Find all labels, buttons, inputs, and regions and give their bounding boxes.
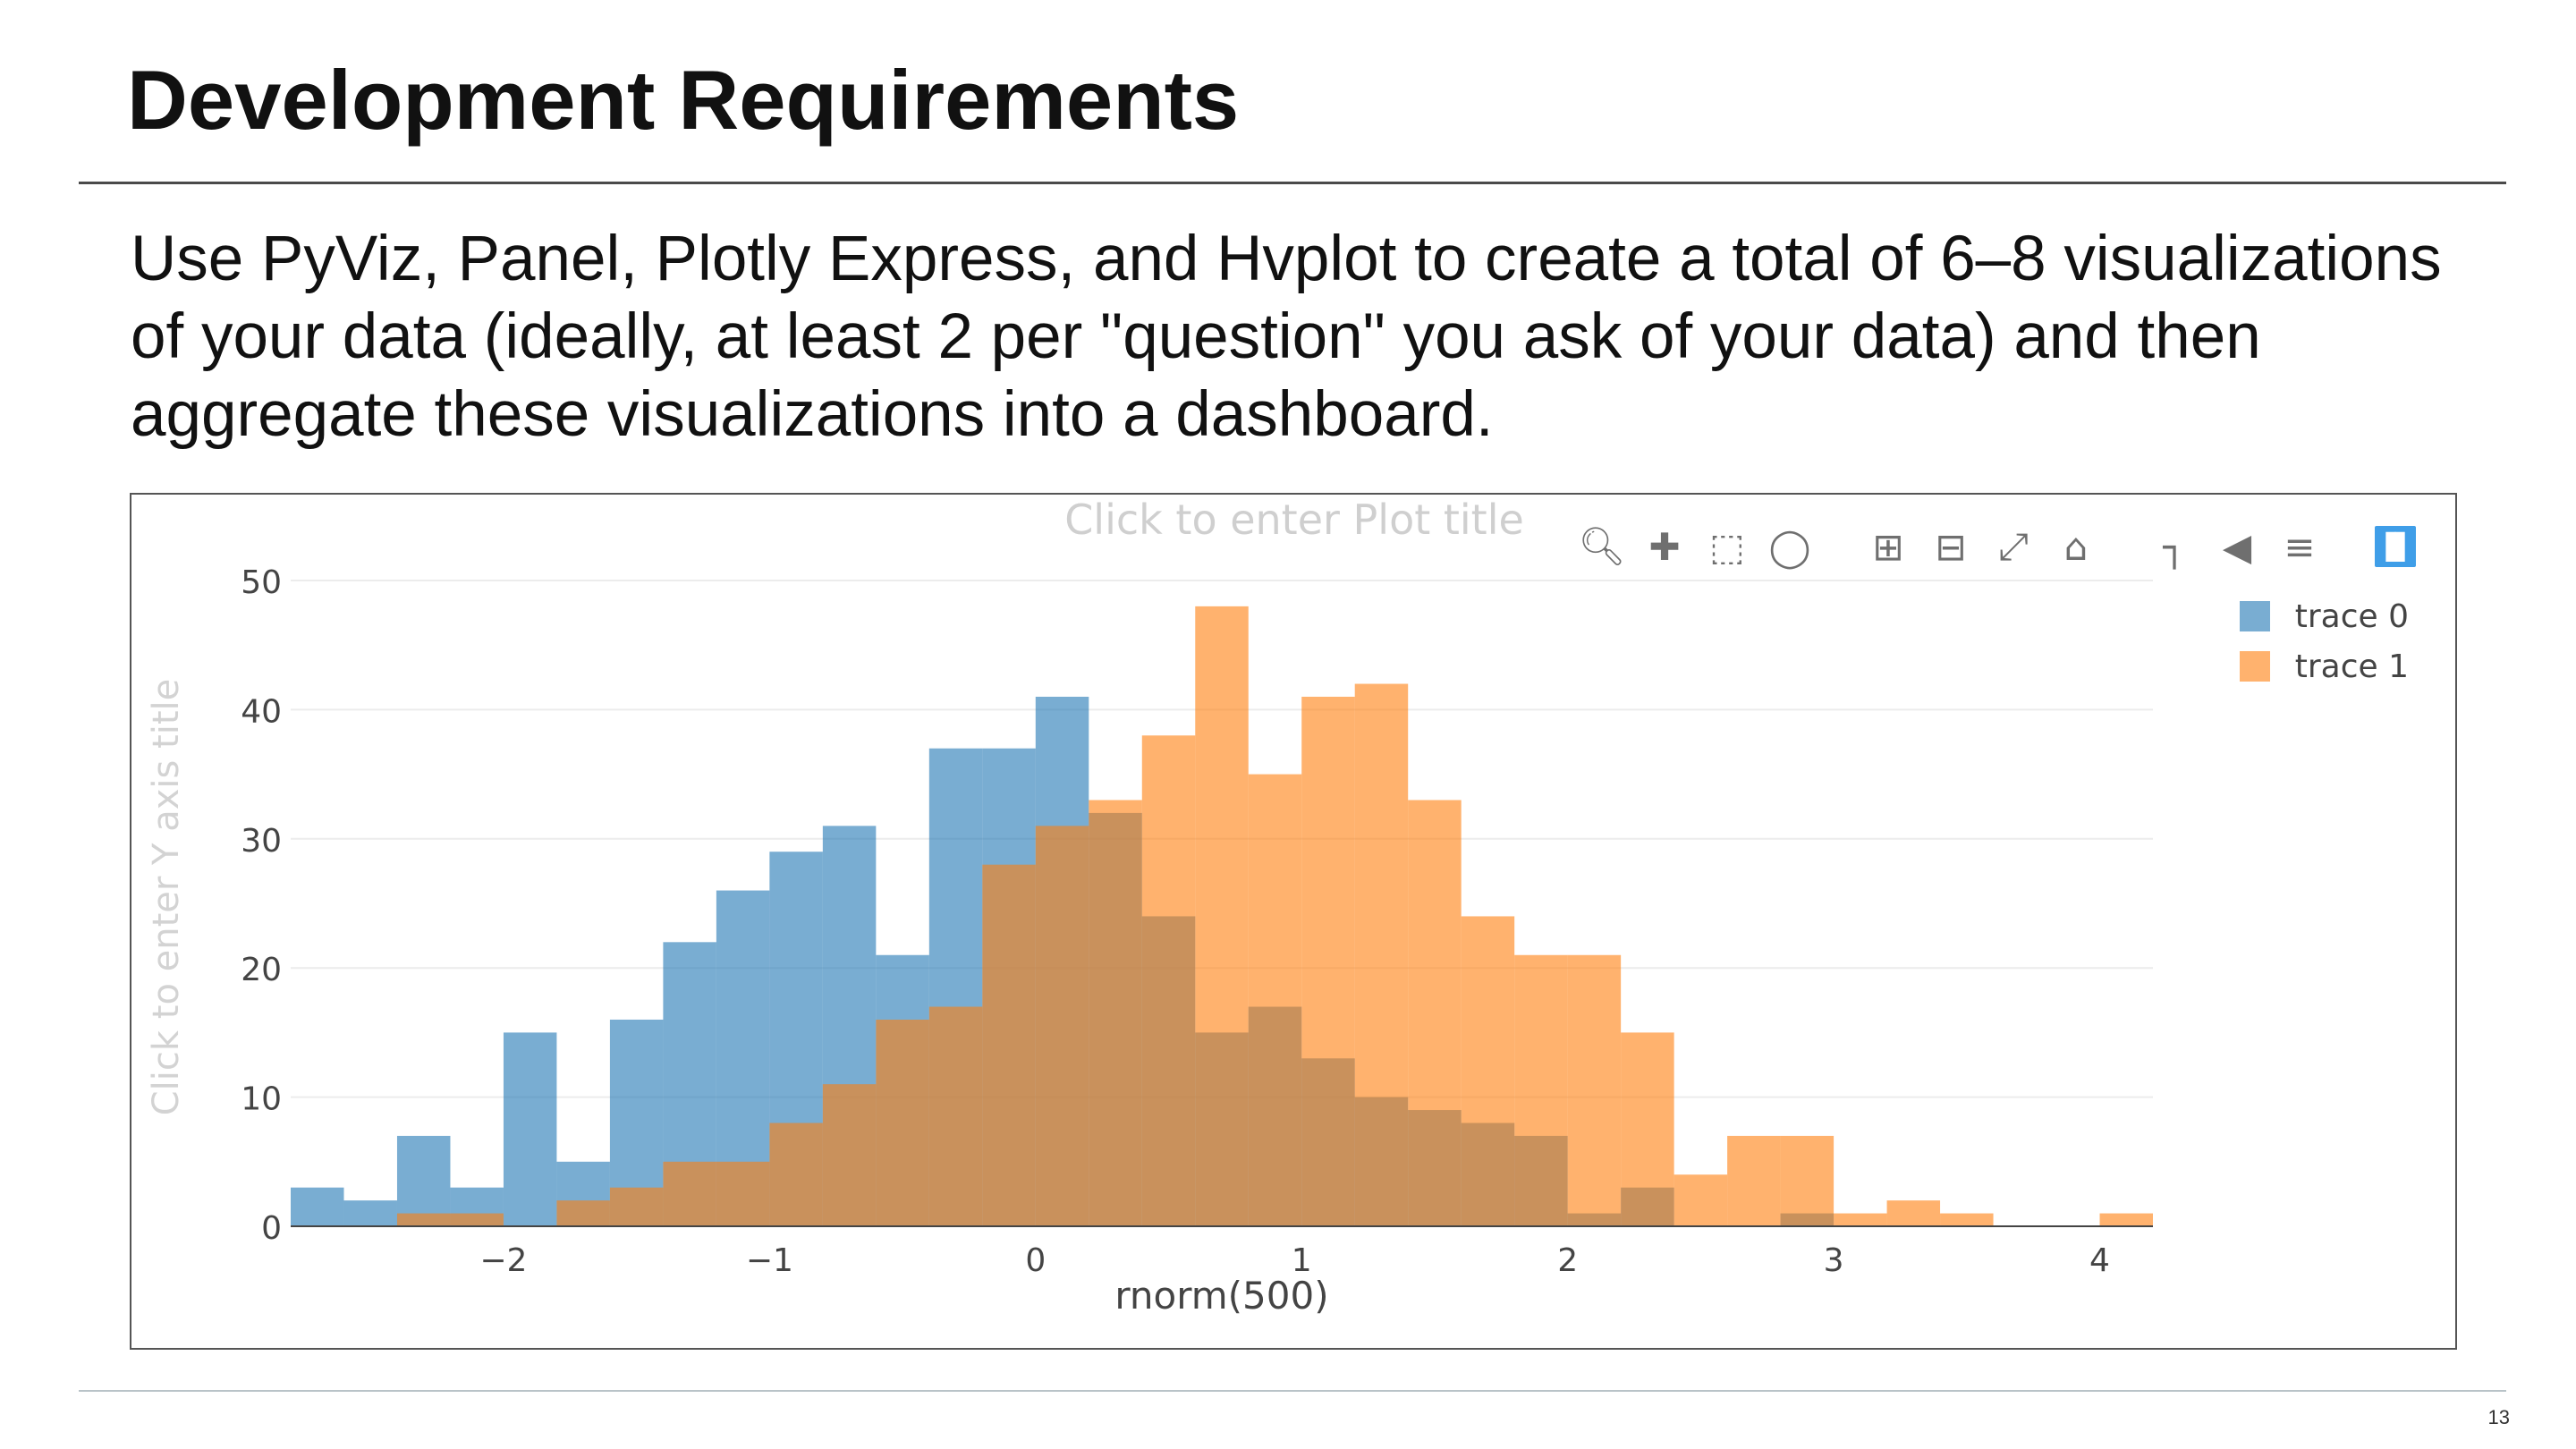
histogram-bar-trace-1[interactable] — [1195, 606, 1249, 1226]
histogram-bar-trace-0[interactable] — [396, 1135, 451, 1226]
histogram-bar-trace-1[interactable] — [1035, 826, 1089, 1226]
histogram-bar-trace-1[interactable] — [1567, 954, 1622, 1226]
histogram-bar-trace-1[interactable] — [769, 1123, 823, 1226]
histogram-bar-trace-1[interactable] — [1141, 735, 1196, 1226]
hover-compare-icon[interactable]: ≡ — [2284, 524, 2316, 569]
histogram-bar-trace-1[interactable] — [928, 1006, 983, 1226]
histogram-bar-trace-1[interactable] — [716, 1161, 770, 1226]
legend-swatch-trace-0 — [2239, 601, 2270, 631]
chart-legend: trace 0 trace 1 — [2239, 591, 2409, 691]
box-select-icon[interactable]: ⬚ — [1709, 524, 1745, 569]
histogram-bar-trace-1[interactable] — [1940, 1213, 1994, 1226]
chart-canvas: 0 10 20 30 40 50 −2 −1 0 1 2 3 4 Click to enter Plot… — [146, 496, 2153, 1318]
histogram-bar-trace-1[interactable] — [663, 1161, 716, 1226]
legend-item-trace-0[interactable]: trace 0 — [2239, 591, 2409, 641]
histogram-bar-trace-1[interactable] — [1089, 800, 1142, 1226]
histogram-bar-trace-1[interactable] — [1621, 1032, 1674, 1226]
hover-closest-icon[interactable]: ◀ — [2222, 524, 2252, 569]
plot-modebar: 🔍︎ ✚ ⬚ ◯ ⊞ ⊟ ⤢ ⌂ ┐ ◀ ≡ ▐▌ — [1578, 521, 2416, 572]
histogram-bar-trace-1[interactable] — [450, 1213, 504, 1226]
legend-label: trace 1 — [2294, 648, 2409, 685]
histogram-bar-trace-1[interactable] — [876, 1019, 929, 1226]
page-number: 13 — [2487, 1406, 2510, 1428]
histogram-bar-trace-1[interactable] — [1461, 916, 1515, 1226]
x-tick-label: 2 — [1557, 1242, 1578, 1279]
spike-lines-icon[interactable]: ┐ — [2163, 524, 2186, 569]
histogram-bar-trace-1[interactable] — [982, 864, 1036, 1226]
histogram-bar-trace-1[interactable] — [1514, 954, 1568, 1226]
x-tick-label: 0 — [1025, 1242, 1046, 1279]
x-tick-label: 4 — [2089, 1242, 2110, 1279]
histogram-bar-trace-0[interactable] — [343, 1200, 397, 1226]
histogram-bar-trace-1[interactable] — [1354, 683, 1409, 1226]
y-tick-label: 0 — [261, 1210, 282, 1247]
histogram-bar-trace-1[interactable] — [1301, 696, 1355, 1226]
x-axis-title[interactable]: rnorm(500) — [1114, 1274, 1328, 1318]
histogram-bar-trace-1[interactable] — [1674, 1174, 1728, 1226]
legend-label: trace 0 — [2294, 597, 2409, 635]
y-tick-label: 10 — [241, 1081, 282, 1118]
plotly-logo-icon[interactable]: ▐▌ — [2375, 526, 2416, 567]
y-tick-label: 40 — [241, 693, 282, 730]
histogram-bar-trace-0[interactable] — [291, 1187, 344, 1226]
plot-title[interactable]: Click to enter Plot title — [1064, 496, 1524, 544]
histogram-bar-trace-1[interactable] — [1408, 800, 1462, 1226]
legend-swatch-trace-1 — [2239, 651, 2270, 682]
histogram-bar-trace-1[interactable] — [609, 1187, 664, 1226]
x-tick-label: 3 — [1824, 1242, 1844, 1279]
histogram-bar-trace-1[interactable] — [1780, 1135, 1835, 1226]
zoom-in-icon[interactable]: ⊞ — [1872, 524, 1904, 569]
histogram-bar-trace-1[interactable] — [396, 1213, 451, 1226]
histogram-bar-trace-1[interactable] — [556, 1200, 610, 1226]
histogram-bar-trace-1[interactable] — [1727, 1135, 1781, 1226]
y-tick-label: 30 — [241, 823, 282, 860]
slide-title: Development Requirements — [127, 53, 1240, 147]
histogram-bar-trace-0[interactable] — [503, 1032, 557, 1226]
y-tick-label: 50 — [241, 564, 282, 601]
y-tick-label: 20 — [241, 952, 282, 988]
histogram-bar-trace-1[interactable] — [1886, 1200, 1941, 1226]
histogram-bar-trace-1[interactable] — [1834, 1213, 1887, 1226]
zoom-icon[interactable]: 🔍︎ — [1578, 524, 1626, 568]
x-tick-label: −1 — [746, 1242, 793, 1279]
slide-body-text: Use PyViz, Panel, Plotly Express, and Hv… — [131, 224, 2442, 450]
autoscale-icon[interactable]: ⤢ — [1998, 524, 2029, 568]
zoom-out-icon[interactable]: ⊟ — [1935, 524, 1967, 569]
histogram-chart: 0 10 20 30 40 50 −2 −1 0 1 2 3 4 Click to enter Plot… — [130, 493, 2457, 1350]
pan-icon[interactable]: ✚ — [1648, 524, 1681, 569]
title-divider — [79, 182, 2506, 184]
histogram-bar-trace-1[interactable] — [1248, 774, 1302, 1226]
lasso-select-icon[interactable]: ◯ — [1768, 524, 1811, 569]
legend-item-trace-1[interactable]: trace 1 — [2239, 641, 2409, 691]
reset-axes-icon[interactable]: ⌂ — [2063, 524, 2089, 569]
x-tick-label: −2 — [479, 1242, 527, 1279]
histogram-bar-trace-1[interactable] — [822, 1084, 877, 1226]
footer-divider — [79, 1390, 2506, 1392]
histogram-bar-trace-1[interactable] — [2099, 1213, 2153, 1226]
x-tick-label: 1 — [1292, 1242, 1312, 1279]
y-axis-title[interactable]: Click to enter Y axis title — [146, 679, 187, 1116]
